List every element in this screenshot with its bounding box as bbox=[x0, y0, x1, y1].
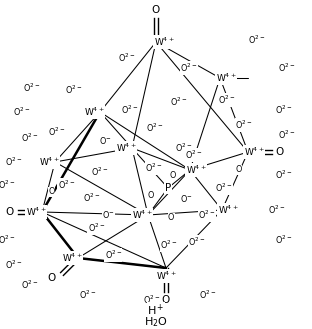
Text: O$^{2-}$: O$^{2-}$ bbox=[48, 126, 65, 138]
Text: W$^{4+}$: W$^{4+}$ bbox=[26, 206, 46, 218]
Text: O$^{2-}$: O$^{2-}$ bbox=[170, 96, 187, 108]
Text: O$^{2-}$: O$^{2-}$ bbox=[21, 279, 38, 291]
Text: O$^{2-}$: O$^{2-}$ bbox=[121, 104, 138, 116]
Text: O$^{2-}$: O$^{2-}$ bbox=[160, 239, 177, 251]
Text: W$^{4+}$: W$^{4+}$ bbox=[154, 36, 174, 48]
Text: H$_2$O: H$_2$O bbox=[144, 315, 168, 329]
Text: O: O bbox=[235, 165, 241, 174]
Text: O$^{2-}$: O$^{2-}$ bbox=[13, 106, 30, 118]
Text: O$^{2-}$: O$^{2-}$ bbox=[21, 132, 38, 144]
Text: W$^{4+}$: W$^{4+}$ bbox=[156, 270, 176, 282]
Text: H$^+$: H$^+$ bbox=[147, 302, 165, 318]
Text: O$^{2-}$: O$^{2-}$ bbox=[218, 94, 235, 106]
Text: O$^{2-}$: O$^{2-}$ bbox=[235, 119, 252, 131]
Text: O: O bbox=[170, 170, 176, 180]
Text: O$^{2-}$: O$^{2-}$ bbox=[199, 289, 217, 301]
Text: O$^{2-}$: O$^{2-}$ bbox=[58, 179, 75, 191]
Text: O: O bbox=[168, 214, 174, 222]
Text: W$^{4+}$: W$^{4+}$ bbox=[217, 204, 238, 216]
Text: O$^{2-}$: O$^{2-}$ bbox=[0, 179, 15, 191]
Text: P: P bbox=[165, 183, 171, 193]
Text: O$^{2-}$: O$^{2-}$ bbox=[275, 234, 292, 246]
Text: O: O bbox=[148, 190, 154, 199]
Text: O$^{2-}$: O$^{2-}$ bbox=[5, 259, 22, 271]
Text: O$^{2-}$: O$^{2-}$ bbox=[198, 209, 215, 221]
Text: O$^{2-}$: O$^{2-}$ bbox=[188, 236, 205, 248]
Text: O$^{2-}$: O$^{2-}$ bbox=[145, 162, 162, 174]
Text: O$^{2-}$: O$^{2-}$ bbox=[0, 234, 15, 246]
Text: O$^{2-}$: O$^{2-}$ bbox=[180, 62, 197, 74]
Text: W$^{4+}$: W$^{4+}$ bbox=[61, 252, 82, 264]
Text: O$^{2-}$: O$^{2-}$ bbox=[175, 142, 192, 154]
Text: W$^{4+}$: W$^{4+}$ bbox=[244, 146, 264, 158]
Text: W$^{4+}$: W$^{4+}$ bbox=[115, 142, 136, 154]
Text: O$^{2-}$: O$^{2-}$ bbox=[91, 166, 108, 178]
Text: O$^{2-}$: O$^{2-}$ bbox=[80, 289, 97, 301]
Text: O$^{-}$: O$^{-}$ bbox=[180, 192, 193, 204]
Text: W$^{4+}$: W$^{4+}$ bbox=[132, 209, 153, 221]
Text: W$^{4+}$: W$^{4+}$ bbox=[216, 72, 236, 84]
Text: O: O bbox=[6, 207, 14, 217]
Text: O$^{2-}$: O$^{2-}$ bbox=[118, 52, 135, 64]
Text: O$^{-}$: O$^{-}$ bbox=[102, 210, 115, 220]
Text: O$^{2-}$: O$^{2-}$ bbox=[83, 192, 100, 204]
Text: O$^{2-}$: O$^{2-}$ bbox=[278, 62, 295, 74]
Text: W$^{4+}$: W$^{4+}$ bbox=[84, 106, 105, 118]
Text: O: O bbox=[152, 5, 160, 15]
Text: O$^{2-}$: O$^{2-}$ bbox=[146, 122, 163, 134]
Text: O$^{2-}$: O$^{2-}$ bbox=[248, 34, 265, 46]
Text: O$^{2-}$: O$^{2-}$ bbox=[275, 104, 292, 116]
Text: O$^{2-}$: O$^{2-}$ bbox=[65, 84, 82, 96]
Text: W$^{4+}$: W$^{4+}$ bbox=[186, 164, 207, 176]
Text: O$^{2-}$: O$^{2-}$ bbox=[144, 294, 161, 306]
Text: O$^{-}$: O$^{-}$ bbox=[100, 135, 112, 145]
Text: O$^{2-}$: O$^{2-}$ bbox=[268, 204, 285, 216]
Text: O: O bbox=[162, 295, 170, 305]
Text: O$^{2-}$: O$^{2-}$ bbox=[5, 156, 22, 168]
Text: O: O bbox=[49, 188, 55, 196]
Text: O$^{2-}$: O$^{2-}$ bbox=[88, 222, 105, 234]
Text: O$^{2-}$: O$^{2-}$ bbox=[278, 129, 295, 141]
Text: O$^{2-}$: O$^{2-}$ bbox=[215, 182, 232, 194]
Text: O: O bbox=[276, 147, 284, 157]
Text: W$^{4+}$: W$^{4+}$ bbox=[39, 156, 59, 168]
Text: O$^{2-}$: O$^{2-}$ bbox=[23, 82, 40, 94]
Text: O: O bbox=[48, 273, 56, 283]
Text: O$^{2-}$: O$^{2-}$ bbox=[185, 149, 202, 161]
Text: O$^{2-}$: O$^{2-}$ bbox=[105, 249, 122, 261]
Text: O$^{2-}$: O$^{2-}$ bbox=[275, 169, 292, 181]
